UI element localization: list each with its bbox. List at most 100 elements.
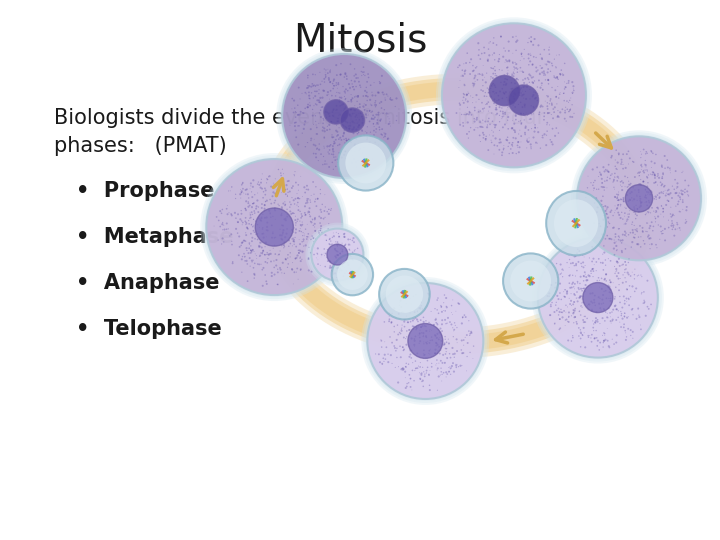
Point — [336, 255, 347, 264]
Point — [307, 93, 319, 102]
Point — [607, 316, 618, 325]
Point — [300, 225, 311, 233]
Point — [302, 71, 314, 80]
Point — [629, 195, 640, 204]
Point — [521, 137, 533, 145]
Point — [370, 349, 382, 358]
Point — [307, 221, 319, 230]
Point — [465, 92, 477, 100]
Point — [503, 66, 514, 75]
Point — [240, 256, 252, 265]
Point — [257, 223, 269, 232]
Point — [447, 359, 459, 367]
Point — [609, 262, 621, 271]
Point — [621, 232, 632, 241]
Point — [680, 185, 691, 193]
Point — [474, 131, 485, 140]
Point — [556, 269, 567, 278]
Point — [310, 150, 322, 158]
Point — [635, 232, 647, 241]
Point — [433, 372, 444, 381]
Point — [559, 85, 570, 93]
Point — [305, 235, 317, 244]
Point — [312, 252, 323, 261]
Point — [302, 220, 313, 228]
Point — [375, 78, 387, 86]
Point — [307, 178, 319, 186]
Point — [336, 97, 347, 106]
Point — [366, 114, 377, 123]
Point — [490, 66, 501, 75]
Point — [410, 357, 421, 366]
Point — [298, 125, 310, 133]
Point — [225, 186, 236, 195]
Point — [309, 215, 320, 224]
Point — [552, 273, 563, 282]
Point — [340, 147, 351, 156]
Point — [311, 81, 323, 90]
Point — [338, 126, 350, 134]
Point — [349, 102, 361, 110]
Point — [416, 369, 428, 377]
Point — [313, 85, 325, 94]
Point — [683, 192, 694, 200]
Point — [589, 334, 600, 343]
Point — [649, 212, 660, 221]
Point — [613, 188, 624, 197]
Point — [370, 128, 382, 137]
Point — [613, 150, 624, 159]
Point — [526, 102, 537, 110]
Point — [328, 258, 340, 267]
Point — [215, 222, 226, 231]
Point — [617, 314, 629, 323]
Point — [291, 253, 302, 262]
Point — [294, 94, 306, 103]
Point — [294, 266, 306, 274]
Point — [609, 239, 621, 247]
Point — [295, 213, 307, 222]
Point — [648, 222, 660, 231]
Point — [354, 146, 365, 155]
Point — [248, 226, 259, 235]
Point — [510, 116, 521, 124]
Point — [498, 144, 510, 153]
Point — [495, 32, 507, 41]
Point — [657, 174, 668, 183]
Point — [333, 264, 344, 272]
Point — [218, 238, 230, 246]
Point — [454, 300, 465, 308]
Point — [324, 142, 336, 151]
Point — [660, 236, 671, 245]
Point — [431, 349, 443, 357]
Point — [405, 354, 417, 362]
Point — [592, 318, 603, 326]
Point — [567, 331, 578, 340]
Point — [318, 114, 329, 123]
Point — [279, 201, 291, 210]
Point — [310, 239, 322, 247]
Point — [328, 84, 339, 93]
Point — [462, 97, 474, 106]
Ellipse shape — [536, 235, 660, 360]
Point — [332, 131, 343, 139]
Ellipse shape — [204, 157, 344, 297]
Point — [441, 373, 452, 381]
Point — [477, 87, 489, 96]
Point — [508, 68, 519, 77]
Point — [362, 141, 374, 150]
Point — [543, 45, 554, 54]
Point — [639, 185, 651, 194]
Point — [521, 144, 533, 152]
Point — [264, 206, 275, 215]
Point — [519, 102, 531, 110]
Point — [631, 226, 642, 235]
Point — [328, 165, 339, 173]
Point — [538, 116, 549, 124]
Point — [377, 360, 388, 368]
Point — [586, 305, 598, 314]
Point — [631, 272, 643, 280]
Point — [655, 210, 667, 219]
Point — [384, 333, 396, 341]
Point — [344, 137, 356, 146]
Point — [294, 111, 305, 119]
